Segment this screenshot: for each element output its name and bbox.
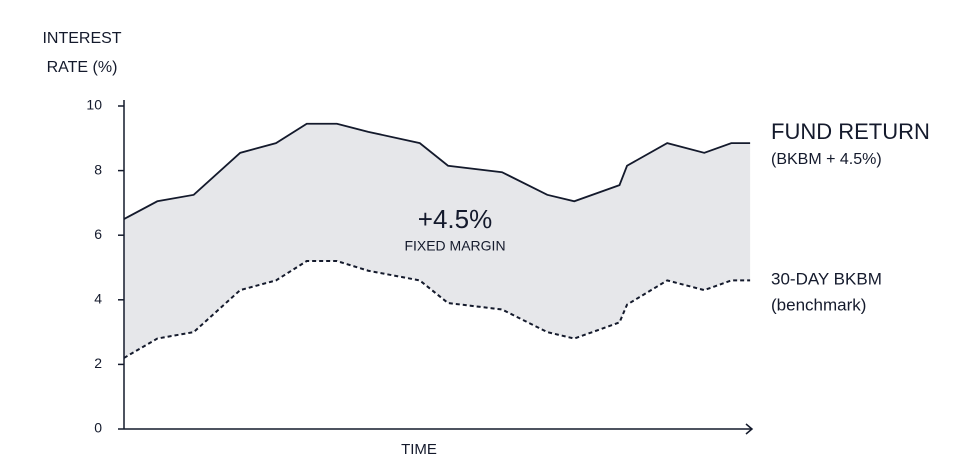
y-tick-label: 8 [94, 161, 102, 177]
annotation: +4.5% [418, 204, 492, 234]
margin-band [124, 123, 751, 358]
y-axis-title: INTEREST RATE (%) [42, 30, 122, 76]
annotation: FIXED MARGIN [404, 238, 505, 254]
y-tick-label: 2 [94, 355, 102, 371]
legend-label: FUND RETURN [771, 119, 930, 144]
y-tick-label: 6 [94, 226, 102, 242]
legend-note: (BKBM + 4.5%) [771, 151, 882, 168]
x-axis-title: TIME [401, 441, 437, 458]
y-tick-label: 10 [86, 97, 102, 113]
series-line [123, 122, 751, 220]
y-tick-label: 0 [94, 420, 102, 436]
y-tick-label: 4 [94, 291, 102, 307]
series-line [123, 260, 751, 359]
legend-label: 30-DAY BKBM [771, 269, 882, 288]
legend-note: (benchmark) [771, 295, 866, 314]
x-axis-arrow [745, 423, 754, 435]
